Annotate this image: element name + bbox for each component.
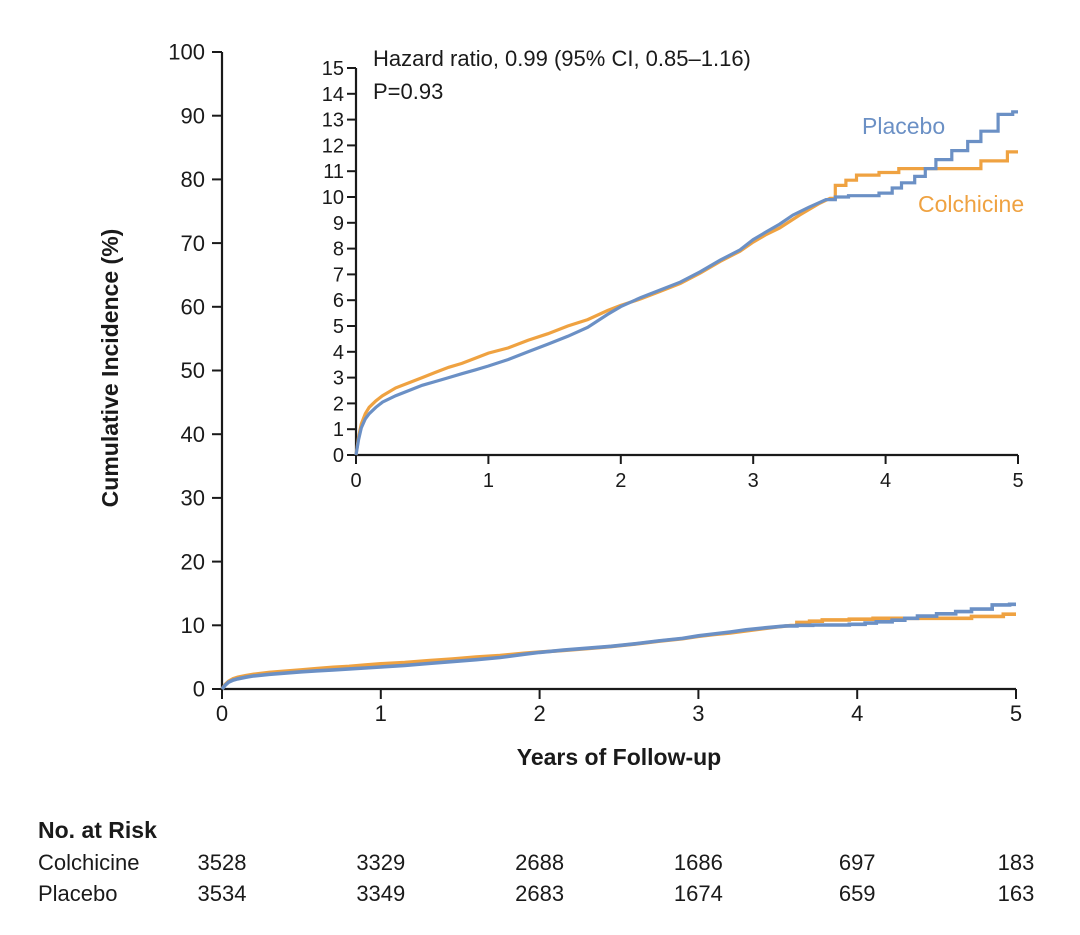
inset-y-tick-label: 4 <box>333 342 344 364</box>
main-y-tick-label: 20 <box>181 549 205 574</box>
inset-y-tick-label: 14 <box>322 84 344 106</box>
inset-y-tick-label: 8 <box>333 239 344 261</box>
main-y-tick-label: 30 <box>181 486 205 511</box>
risk-value: 183 <box>998 850 1035 875</box>
inset-curves <box>354 110 1018 456</box>
inset-y-tick-label: 13 <box>322 110 344 132</box>
main-y-tick-label: 60 <box>181 295 205 320</box>
main-y-tick-label: 10 <box>181 613 205 638</box>
risk-table-title: No. at Risk <box>38 817 157 843</box>
risk-row-label-placebo: Placebo <box>38 881 118 906</box>
main-x-tick-label: 0 <box>216 701 228 726</box>
risk-value: 1686 <box>674 850 723 875</box>
risk-value: 3528 <box>198 850 247 875</box>
risk-value: 659 <box>839 881 876 906</box>
inset-x-tick-label: 5 <box>1012 470 1023 492</box>
inset-y-tick-label: 9 <box>333 213 344 235</box>
main-colchicine-curve <box>220 612 1016 691</box>
x-axis-title: Years of Follow-up <box>517 744 721 770</box>
inset-x-tick-label: 2 <box>615 470 626 492</box>
inset-placebo-curve <box>354 110 1018 456</box>
risk-row-label-colchicine: Colchicine <box>38 850 140 875</box>
main-y-tick-label: 0 <box>193 677 205 702</box>
inset-x-tick-label: 1 <box>483 470 494 492</box>
legend-label-placebo: Placebo <box>862 113 945 139</box>
main-y-tick-label: 100 <box>168 40 205 65</box>
risk-value: 3534 <box>198 881 247 906</box>
main-y-tick-label: 40 <box>181 422 205 447</box>
main-x-tick-label: 1 <box>375 701 387 726</box>
main-x-tick-label: 3 <box>692 701 704 726</box>
main-x-tick-label: 2 <box>533 701 545 726</box>
main-placebo-curve <box>220 602 1016 691</box>
main-y-tick-label: 80 <box>181 167 205 192</box>
main-curves <box>220 602 1016 691</box>
inset-y-tick-label: 6 <box>333 290 344 312</box>
risk-value: 2683 <box>515 881 564 906</box>
inset-x-tick-label: 4 <box>880 470 891 492</box>
inset-y-tick-label: 1 <box>333 419 344 441</box>
risk-value: 1674 <box>674 881 723 906</box>
y-axis-title: Cumulative Incidence (%) <box>97 229 123 508</box>
risk-value: 2688 <box>515 850 564 875</box>
inset-y-tick-label: 0 <box>333 445 344 467</box>
inset-y-tick-label: 11 <box>323 161 344 183</box>
main-y-tick-label: 90 <box>181 103 205 128</box>
risk-value: 3349 <box>356 881 405 906</box>
risk-value: 3329 <box>356 850 405 875</box>
risk-value: 697 <box>839 850 876 875</box>
inset-y-tick-label: 7 <box>333 264 344 286</box>
p-value-annotation: P=0.93 <box>373 79 443 104</box>
inset-y-tick-label: 3 <box>333 368 344 390</box>
inset-y-tick-label: 2 <box>333 393 344 415</box>
risk-table-rows: Colchicine 3528 3329 2688 1686 697 183 Placebo 3… <box>38 850 1034 906</box>
main-y-tick-label: 50 <box>181 358 205 383</box>
inset-x-tick-label: 0 <box>350 470 361 492</box>
inset-y-tick-label: 15 <box>322 58 344 80</box>
legend-label-colchicine: Colchicine <box>918 191 1024 217</box>
inset-y-tick-label: 5 <box>333 316 344 338</box>
inset-y-tick-label: 12 <box>322 135 344 157</box>
risk-value: 163 <box>998 881 1035 906</box>
inset-x-tick-label: 3 <box>748 470 759 492</box>
main-y-tick-label: 70 <box>181 231 205 256</box>
main-x-tick-label: 5 <box>1010 701 1022 726</box>
hazard-ratio-annotation: Hazard ratio, 0.99 (95% CI, 0.85–1.16) <box>373 46 751 71</box>
main-x-tick-label: 4 <box>851 701 863 726</box>
inset-y-tick-label: 10 <box>322 187 344 209</box>
